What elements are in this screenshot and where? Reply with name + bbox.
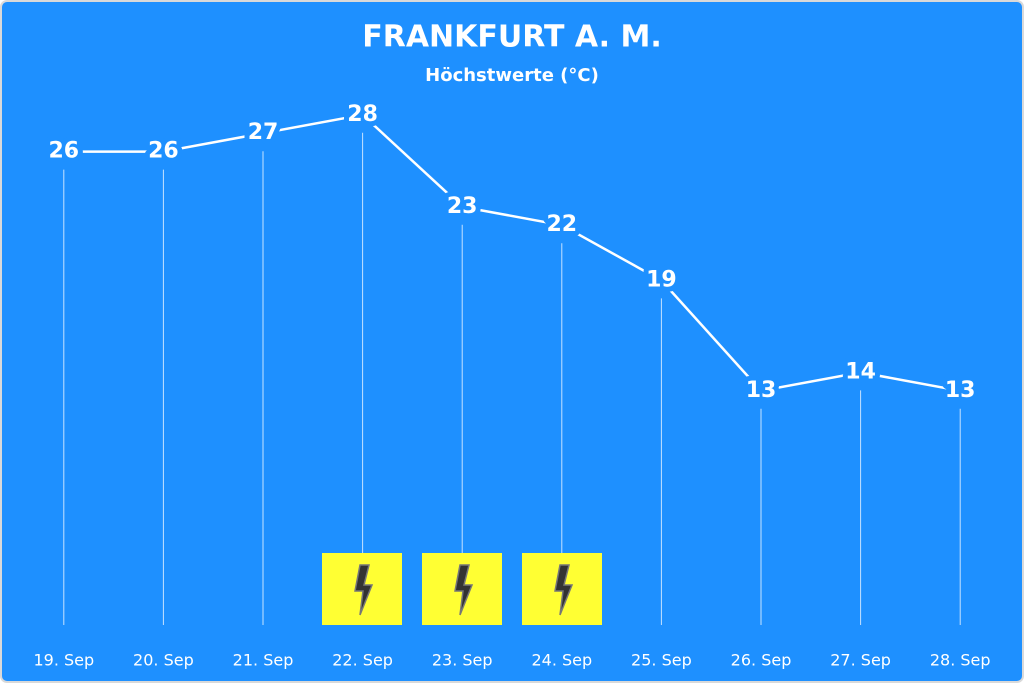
x-tick-label: 21. Sep [233, 651, 294, 670]
line [63, 113, 961, 393]
data-label: 26 [48, 139, 79, 164]
thunder-icon [322, 553, 402, 625]
data-label: 26 [148, 139, 179, 164]
x-tick-label: 24. Sep [531, 651, 592, 670]
x-tick-label: 23. Sep [432, 651, 493, 670]
data-label: 27 [248, 120, 279, 145]
thunder-icon [422, 553, 502, 625]
data-label: 22 [546, 212, 577, 237]
weather-icons [322, 553, 602, 625]
data-label: 19 [646, 267, 677, 292]
chart-title: FRANKFURT A. M. [362, 20, 662, 55]
data-label: 23 [447, 194, 478, 219]
chart-subtitle: Höchstwerte (°C) [425, 65, 599, 86]
data-label: 13 [746, 378, 777, 403]
x-tick-label: 28. Sep [930, 651, 991, 670]
thunder-icon [522, 553, 602, 625]
x-tick-label: 22. Sep [332, 651, 393, 670]
x-tick-label: 20. Sep [133, 651, 194, 670]
data-label: 14 [845, 359, 876, 384]
x-tick-label: 26. Sep [731, 651, 792, 670]
data-label: 28 [347, 102, 378, 127]
x-tick-label: 27. Sep [830, 651, 891, 670]
x-tick-label: 19. Sep [33, 651, 94, 670]
x-tick-label: 25. Sep [631, 651, 692, 670]
data-label: 13 [945, 378, 976, 403]
